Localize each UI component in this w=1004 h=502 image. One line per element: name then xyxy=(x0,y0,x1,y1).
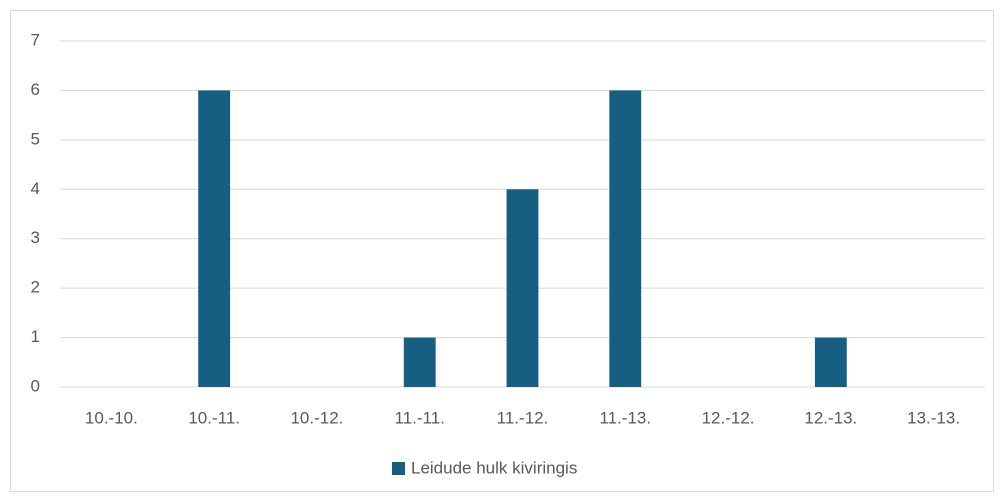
x-tick-label: 11.-12. xyxy=(497,408,549,427)
y-tick-label: 0 xyxy=(31,376,40,395)
x-tick-label: 11.-11. xyxy=(395,408,445,427)
x-tick-label: 10.-12. xyxy=(290,408,343,427)
legend-swatch xyxy=(392,462,405,475)
x-tick-label: 12.-12. xyxy=(702,408,755,427)
x-tick-label: 10.-10. xyxy=(85,408,138,427)
y-tick-label: 5 xyxy=(31,129,40,148)
bar xyxy=(198,90,231,387)
x-tick-label: 11.-13. xyxy=(599,408,651,427)
y-tick-label: 6 xyxy=(31,80,40,99)
x-tick-label: 13.-13. xyxy=(907,408,960,427)
y-tick-label: 4 xyxy=(31,179,40,198)
bar xyxy=(814,337,847,387)
legend-label: Leidude hulk kiviringis xyxy=(411,458,577,477)
bar xyxy=(609,90,642,387)
bar xyxy=(403,337,436,387)
y-tick-label: 1 xyxy=(31,327,40,346)
y-tick-label: 3 xyxy=(31,228,40,247)
bar xyxy=(506,189,539,387)
x-tick-label: 10.-11. xyxy=(188,408,240,427)
x-tick-label: 12.-13. xyxy=(804,408,857,427)
y-tick-label: 7 xyxy=(31,30,40,49)
y-tick-label: 2 xyxy=(31,278,40,297)
